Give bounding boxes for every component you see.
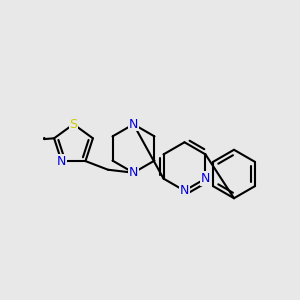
Text: S: S: [70, 118, 77, 131]
Text: N: N: [180, 184, 189, 197]
Text: N: N: [57, 154, 66, 168]
Text: N: N: [201, 172, 210, 185]
Text: N: N: [129, 166, 138, 179]
Text: N: N: [129, 118, 138, 131]
